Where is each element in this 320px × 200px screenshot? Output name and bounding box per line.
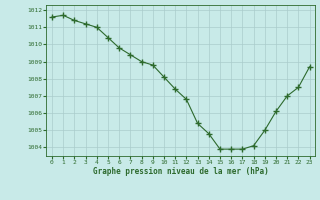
X-axis label: Graphe pression niveau de la mer (hPa): Graphe pression niveau de la mer (hPa): [93, 167, 269, 176]
